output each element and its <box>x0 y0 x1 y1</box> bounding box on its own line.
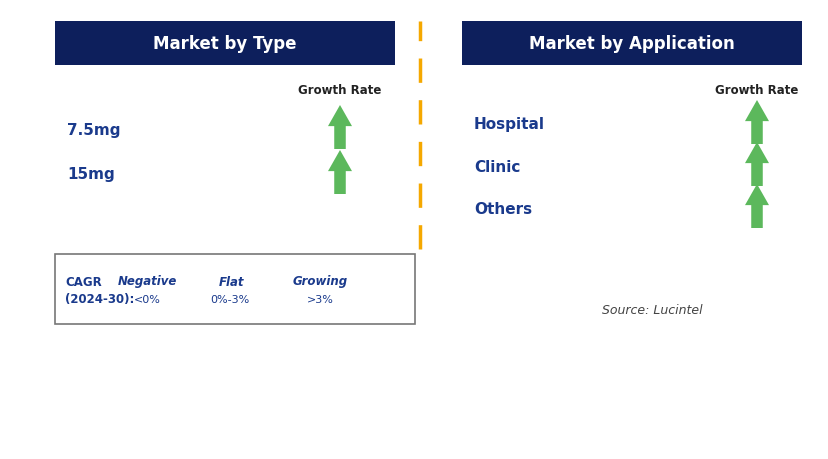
Text: Growth Rate: Growth Rate <box>298 84 381 96</box>
Text: >3%: >3% <box>306 294 333 304</box>
Text: CAGR: CAGR <box>65 275 102 288</box>
Text: Growth Rate: Growth Rate <box>715 84 797 96</box>
Text: Clinic: Clinic <box>474 159 520 174</box>
FancyBboxPatch shape <box>55 254 415 325</box>
Polygon shape <box>744 101 768 145</box>
Text: Market by Application: Market by Application <box>528 35 734 53</box>
FancyBboxPatch shape <box>461 22 801 66</box>
Text: Source: Lucintel: Source: Lucintel <box>601 303 701 316</box>
Text: <0%: <0% <box>133 294 161 304</box>
Polygon shape <box>744 185 768 229</box>
Text: 0%-3%: 0%-3% <box>210 294 249 304</box>
Text: Flat: Flat <box>219 275 244 288</box>
Polygon shape <box>165 275 185 308</box>
Text: 15mg: 15mg <box>67 167 114 182</box>
Text: Others: Others <box>474 201 532 216</box>
Polygon shape <box>328 151 352 195</box>
Text: Growing: Growing <box>292 275 347 288</box>
Text: Negative: Negative <box>118 275 176 288</box>
Text: Hospital: Hospital <box>474 117 544 132</box>
Polygon shape <box>744 143 768 187</box>
Polygon shape <box>328 106 352 150</box>
Text: 7.5mg: 7.5mg <box>67 122 120 137</box>
FancyBboxPatch shape <box>55 22 394 66</box>
Text: (2024-30):: (2024-30): <box>65 293 134 306</box>
Text: Market by Type: Market by Type <box>153 35 296 53</box>
Polygon shape <box>338 275 358 308</box>
Polygon shape <box>246 279 284 300</box>
